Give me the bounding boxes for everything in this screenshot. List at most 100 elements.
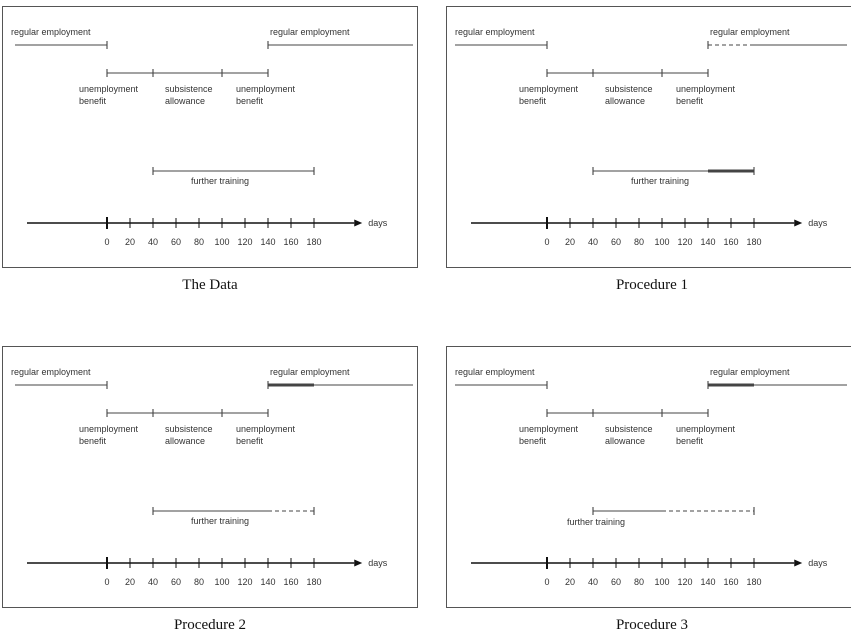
- panel-procedure-2: regular employment regular employment unem…: [2, 346, 418, 608]
- regular-employment-label-right: regular employment: [270, 367, 350, 377]
- axis-tick-label: 80: [194, 577, 204, 587]
- axis-tick-label: 120: [237, 237, 252, 247]
- further-training-label: further training: [191, 516, 249, 526]
- diagram-content: regular employment regular employment unem…: [11, 27, 413, 247]
- axis-tick-label: 180: [306, 237, 321, 247]
- timeline-diagram: regular employment regular employment unem…: [455, 27, 847, 247]
- unemployment-benefit-label: benefit: [519, 436, 547, 446]
- axis-tick-label: 140: [700, 237, 715, 247]
- axis-tick-label: 40: [588, 577, 598, 587]
- axis-tick-label: 80: [634, 577, 644, 587]
- diagram-content: regular employment regular employment unem…: [455, 367, 847, 587]
- subsistence-allowance-label: allowance: [165, 436, 205, 446]
- further-training-label: further training: [631, 176, 689, 186]
- axis-tick-label: 60: [171, 577, 181, 587]
- days-label: days: [808, 558, 828, 568]
- axis-tick-label: 180: [746, 237, 761, 247]
- axis-tick-label: 80: [194, 237, 204, 247]
- unemployment-benefit-label: unemployment: [519, 84, 579, 94]
- axis-tick-label: 160: [723, 237, 738, 247]
- axis-tick-label: 20: [125, 577, 135, 587]
- unemployment-benefit-label: benefit: [79, 436, 107, 446]
- subsistence-allowance-label: subsistence: [605, 84, 653, 94]
- axis-tick-label: 120: [677, 577, 692, 587]
- caption-procedure-2: Procedure 2: [173, 617, 247, 633]
- unemployment-benefit-label: benefit: [79, 96, 107, 106]
- axis-tick-label: 20: [565, 577, 575, 587]
- axis-tick-label: 40: [148, 237, 158, 247]
- axis-tick-label: 100: [654, 237, 669, 247]
- unemployment-benefit-label: unemployment: [519, 424, 579, 434]
- diagram-content: regular employment regular employment unem…: [11, 367, 413, 587]
- unemployment-benefit-label: unemployment: [79, 424, 139, 434]
- subsistence-allowance-label: subsistence: [605, 424, 653, 434]
- axis-tick-label: 160: [283, 237, 298, 247]
- unemployment-benefit-label: benefit: [519, 96, 547, 106]
- caption-the-data: The Data: [182, 277, 238, 293]
- unemployment-benefit-label: unemployment: [236, 424, 296, 434]
- caption-procedure-3: Procedure 3: [615, 617, 689, 633]
- axis-tick-label: 20: [125, 237, 135, 247]
- axis-tick-label: 100: [214, 237, 229, 247]
- axis-tick-label: 40: [588, 237, 598, 247]
- further-training-label: further training: [567, 517, 625, 527]
- regular-employment-label-left: regular employment: [11, 27, 91, 37]
- axis-tick-label: 100: [214, 577, 229, 587]
- axis-tick-label: 0: [104, 577, 109, 587]
- axis-tick-label: 60: [171, 237, 181, 247]
- unemployment-benefit-label: unemployment: [79, 84, 139, 94]
- subsistence-allowance-label: subsistence: [165, 84, 213, 94]
- timeline-diagram: regular employment regular employment unem…: [11, 27, 413, 247]
- axis-tick-label: 120: [237, 577, 252, 587]
- axis-tick-label: 180: [306, 577, 321, 587]
- axis-tick-label: 160: [723, 577, 738, 587]
- regular-employment-label-right: regular employment: [710, 27, 790, 37]
- axis-arrow-icon: [354, 559, 363, 567]
- subsistence-allowance-label: subsistence: [165, 424, 213, 434]
- timeline-diagram: regular employment regular employment unem…: [11, 367, 413, 587]
- subsistence-allowance-label: allowance: [605, 436, 645, 446]
- days-label: days: [368, 218, 388, 228]
- axis-arrow-icon: [794, 559, 803, 567]
- axis-tick-label: 40: [148, 577, 158, 587]
- axis-tick-label: 0: [544, 237, 549, 247]
- axis-tick-label: 60: [611, 237, 621, 247]
- panel-the-data: regular employment regular employment unem…: [2, 6, 418, 268]
- axis-tick-label: 140: [260, 577, 275, 587]
- subsistence-allowance-label: allowance: [605, 96, 645, 106]
- panel-procedure-1: regular employment regular employment unem…: [446, 6, 851, 268]
- timeline-diagram: regular employment regular employment unem…: [455, 367, 847, 587]
- axis-tick-label: 0: [544, 577, 549, 587]
- axis-tick-label: 100: [654, 577, 669, 587]
- axis-tick-label: 180: [746, 577, 761, 587]
- axis-tick-label: 140: [700, 577, 715, 587]
- unemployment-benefit-label: unemployment: [676, 424, 736, 434]
- axis-tick-label: 0: [104, 237, 109, 247]
- regular-employment-label-right: regular employment: [710, 367, 790, 377]
- regular-employment-label-right: regular employment: [270, 27, 350, 37]
- axis-tick-label: 80: [634, 237, 644, 247]
- regular-employment-label-left: regular employment: [455, 367, 535, 377]
- unemployment-benefit-label: benefit: [236, 96, 264, 106]
- axis-tick-label: 60: [611, 577, 621, 587]
- axis-tick-label: 140: [260, 237, 275, 247]
- unemployment-benefit-label: unemployment: [236, 84, 296, 94]
- axis-tick-label: 160: [283, 577, 298, 587]
- regular-employment-label-left: regular employment: [455, 27, 535, 37]
- panel-procedure-3: regular employment regular employment unem…: [446, 346, 851, 608]
- axis-arrow-icon: [354, 219, 363, 227]
- caption-procedure-1: Procedure 1: [615, 277, 689, 293]
- unemployment-benefit-label: unemployment: [676, 84, 736, 94]
- regular-employment-label-left: regular employment: [11, 367, 91, 377]
- days-label: days: [368, 558, 388, 568]
- axis-arrow-icon: [794, 219, 803, 227]
- diagram-content: regular employment regular employment unem…: [455, 27, 847, 247]
- subsistence-allowance-label: allowance: [165, 96, 205, 106]
- days-label: days: [808, 218, 828, 228]
- further-training-label: further training: [191, 176, 249, 186]
- unemployment-benefit-label: benefit: [236, 436, 264, 446]
- unemployment-benefit-label: benefit: [676, 96, 704, 106]
- axis-tick-label: 120: [677, 237, 692, 247]
- axis-tick-label: 20: [565, 237, 575, 247]
- unemployment-benefit-label: benefit: [676, 436, 704, 446]
